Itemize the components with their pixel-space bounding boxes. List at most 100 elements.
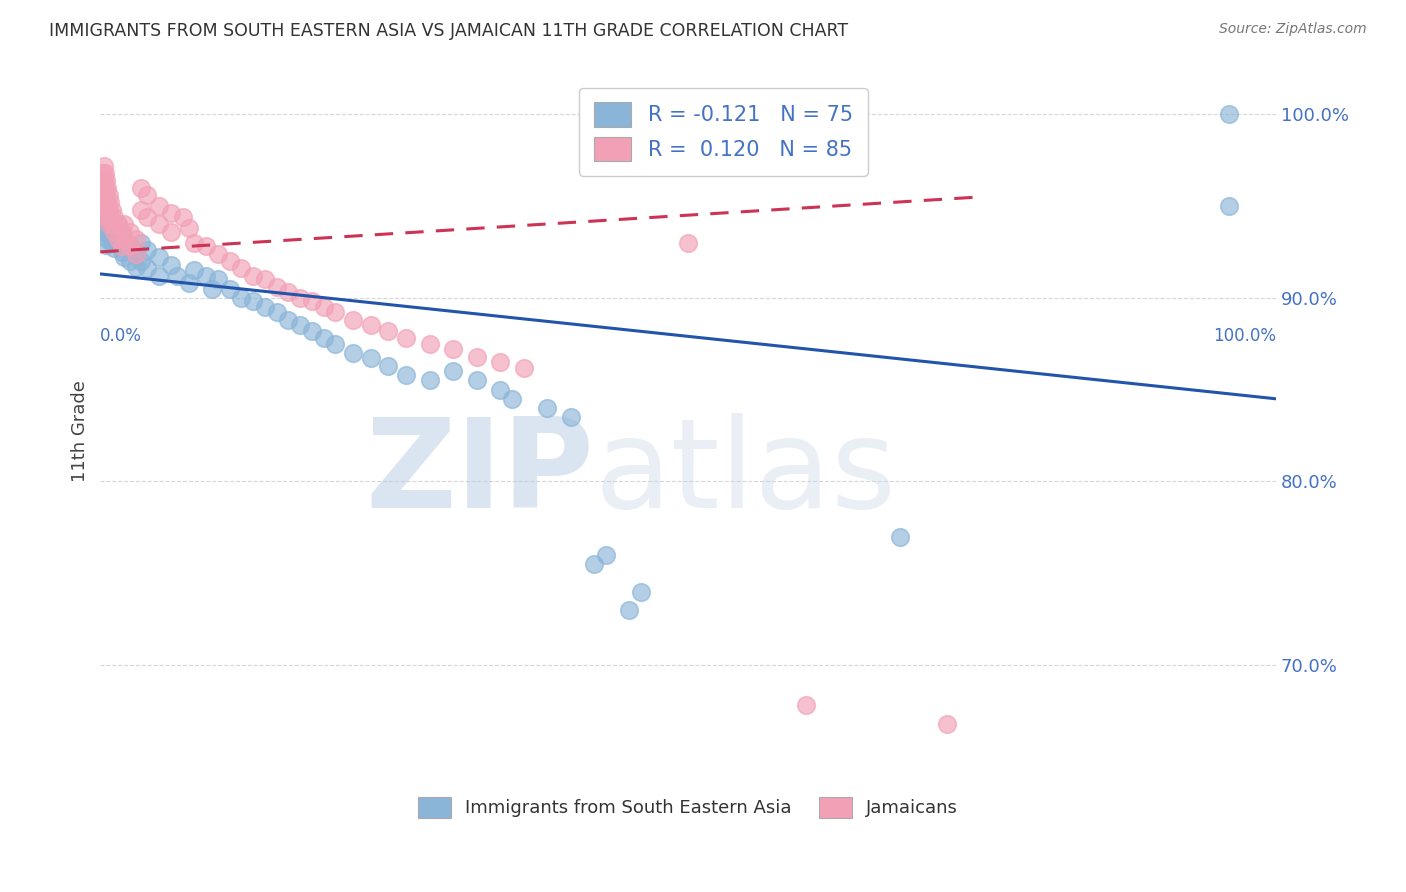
Point [160, 225, 183, 239]
Point [242, 268, 264, 283]
Point [91, 188, 114, 202]
Point [160, 206, 183, 220]
Point [301, 294, 323, 309]
Point [377, 359, 399, 373]
Point [96, 195, 118, 210]
Point [112, 232, 135, 246]
Point [107, 218, 129, 232]
Point [94, 195, 117, 210]
Point [103, 227, 125, 241]
Point [98, 228, 121, 243]
Point [94, 199, 117, 213]
Point [172, 210, 194, 224]
Point [107, 232, 129, 246]
Point [103, 210, 125, 224]
Point [93, 199, 115, 213]
Point [418, 336, 440, 351]
Point [97, 188, 120, 202]
Point [360, 318, 382, 333]
Point [101, 218, 124, 232]
Point [91, 202, 114, 217]
Point [1218, 107, 1240, 121]
Point [110, 244, 132, 259]
Point [136, 188, 159, 202]
Point [253, 272, 276, 286]
Point [93, 159, 115, 173]
Point [290, 291, 312, 305]
Point [935, 716, 957, 731]
Point [98, 195, 121, 210]
Point [136, 243, 159, 257]
Point [96, 210, 118, 224]
Point [110, 227, 132, 241]
Point [889, 529, 911, 543]
Point [218, 282, 240, 296]
Point [418, 373, 440, 387]
Point [536, 401, 558, 415]
Point [166, 268, 188, 283]
Point [160, 258, 183, 272]
Point [124, 244, 146, 259]
Point [183, 263, 205, 277]
Point [465, 350, 488, 364]
Text: IMMIGRANTS FROM SOUTH EASTERN ASIA VS JAMAICAN 11TH GRADE CORRELATION CHART: IMMIGRANTS FROM SOUTH EASTERN ASIA VS JA… [49, 22, 848, 40]
Point [107, 235, 129, 250]
Point [118, 239, 141, 253]
Point [112, 218, 135, 232]
Point [96, 202, 118, 217]
Point [131, 202, 153, 217]
Point [93, 221, 115, 235]
Point [342, 346, 364, 360]
Point [242, 294, 264, 309]
Point [110, 225, 132, 239]
Point [136, 261, 159, 276]
Point [253, 300, 276, 314]
Legend: Immigrants from South Eastern Asia, Jamaicans: Immigrants from South Eastern Asia, Jama… [412, 789, 965, 825]
Point [97, 223, 120, 237]
Point [93, 188, 115, 202]
Point [360, 351, 382, 366]
Point [124, 246, 146, 260]
Point [131, 180, 153, 194]
Point [312, 300, 335, 314]
Point [107, 218, 129, 232]
Point [103, 225, 125, 239]
Point [91, 177, 114, 191]
Point [97, 208, 120, 222]
Point [94, 225, 117, 239]
Point [277, 285, 299, 300]
Point [98, 213, 121, 227]
Point [93, 210, 115, 224]
Point [96, 210, 118, 224]
Point [441, 364, 464, 378]
Point [97, 218, 120, 232]
Point [101, 221, 124, 235]
Point [231, 261, 253, 276]
Point [91, 199, 114, 213]
Point [177, 276, 200, 290]
Point [395, 368, 418, 382]
Point [1218, 199, 1240, 213]
Point [101, 202, 124, 217]
Point [207, 246, 229, 260]
Point [131, 254, 153, 268]
Point [377, 324, 399, 338]
Point [501, 392, 523, 406]
Point [93, 173, 115, 187]
Point [325, 305, 347, 319]
Point [676, 235, 699, 250]
Point [101, 235, 124, 250]
Point [110, 239, 132, 253]
Point [207, 272, 229, 286]
Point [112, 232, 135, 246]
Point [91, 166, 114, 180]
Point [91, 218, 114, 232]
Point [96, 188, 118, 202]
Point [148, 251, 170, 265]
Point [195, 239, 218, 253]
Point [489, 355, 512, 369]
Point [619, 603, 641, 617]
Point [195, 268, 218, 283]
Text: 0.0%: 0.0% [100, 327, 142, 345]
Point [96, 195, 118, 210]
